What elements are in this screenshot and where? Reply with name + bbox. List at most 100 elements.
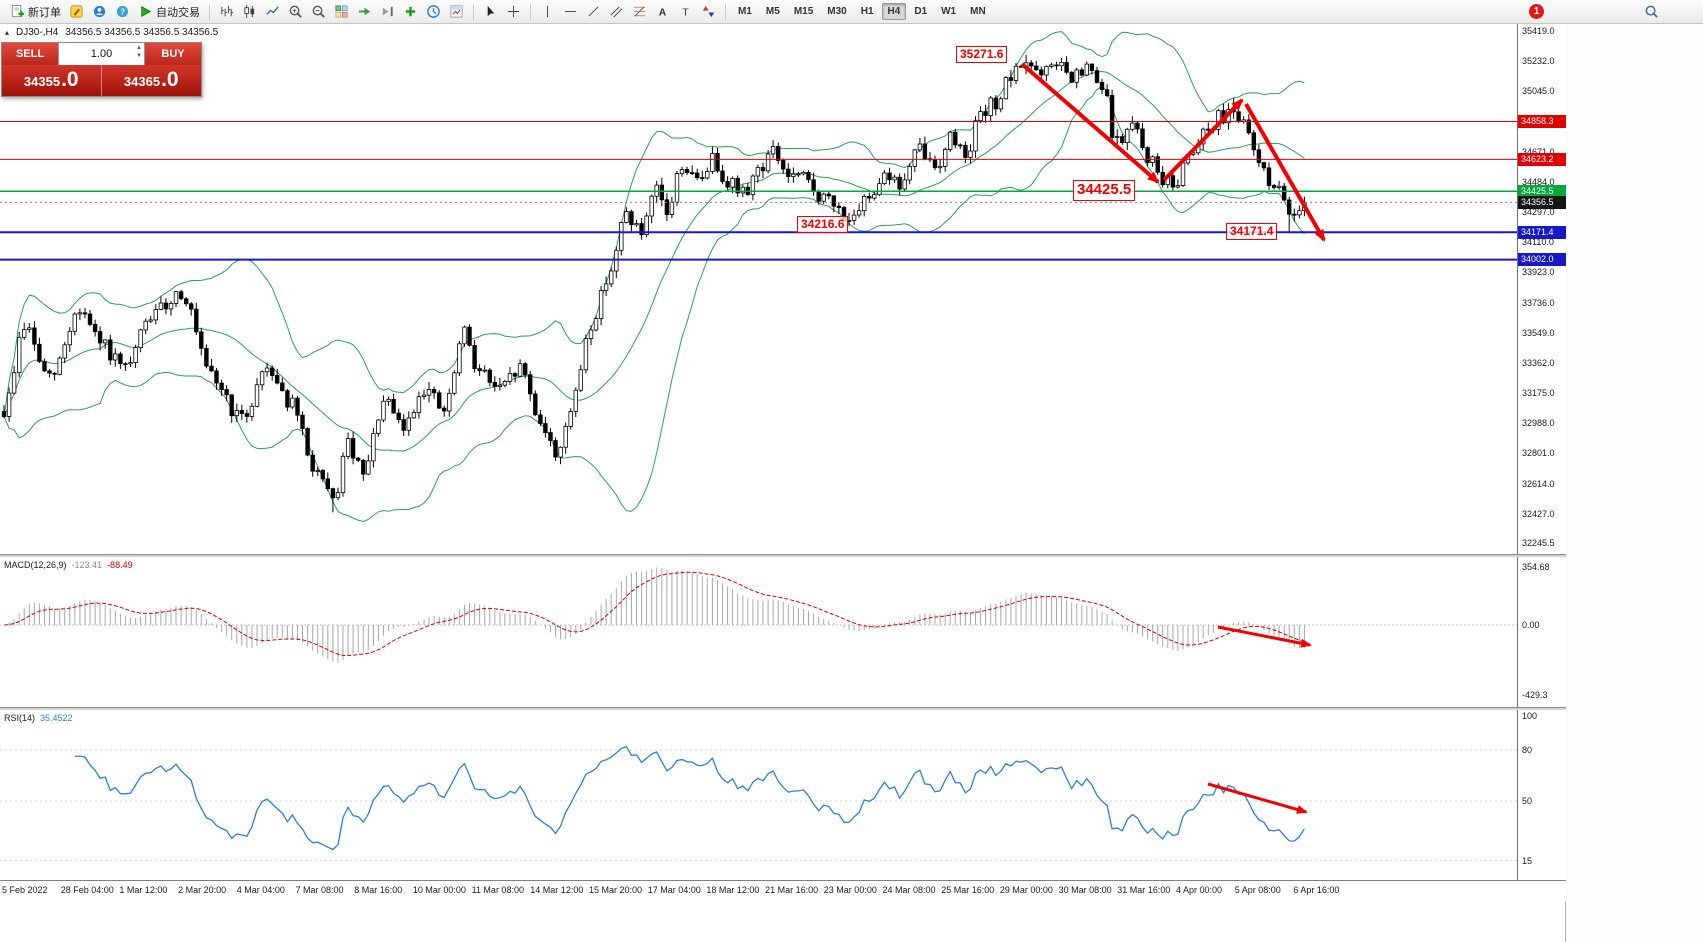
rsi-axis[interactable]: 100 80 50 15: [1517, 710, 1566, 880]
sell-price-main: 34355: [23, 74, 61, 89]
price-annotation-label[interactable]: 34425.5: [1073, 180, 1136, 201]
price-level-badge: 34858.3: [1518, 114, 1566, 128]
label-button[interactable]: T: [674, 2, 697, 22]
crosshair-button[interactable]: [502, 2, 525, 22]
macd-axis[interactable]: 354.68 0.00 -429.3: [1517, 557, 1566, 707]
bar-chart-button[interactable]: [215, 2, 238, 22]
zoom-in-button[interactable]: [284, 2, 307, 22]
time-tick-label: 4 Apr 00:00: [1176, 885, 1223, 895]
search-icon[interactable]: [1640, 2, 1663, 22]
time-tick-label: 31 Mar 16:00: [1117, 885, 1171, 895]
arrows-button[interactable]: [697, 2, 720, 22]
time-tick-label: 1 Mar 12:00: [119, 885, 168, 895]
periods-button[interactable]: [422, 2, 445, 22]
ohlc-values: 34356.5 34356.5 34356.5 34356.5: [65, 27, 219, 38]
community-button[interactable]: [88, 2, 111, 22]
tf-d1[interactable]: D1: [914, 6, 928, 17]
rsi-plot[interactable]: [0, 710, 1517, 880]
zoom-out-button[interactable]: [307, 2, 330, 22]
macd-tick: -429.3: [1522, 689, 1548, 700]
toolbar-right: 1: [1529, 2, 1697, 22]
tf-w1[interactable]: W1: [941, 6, 957, 17]
price-chart-panel[interactable]: 35419.035232.035045.034858.034671.034484…: [0, 24, 1566, 554]
candlestick-chart[interactable]: [0, 24, 1517, 554]
notification-badge[interactable]: 1: [1529, 4, 1544, 19]
time-tick-label: 28 Feb 04:00: [60, 885, 114, 895]
buy-price-main: 34365: [123, 74, 161, 89]
macd-plot[interactable]: [0, 557, 1517, 707]
price-annotation-label[interactable]: 35271.6: [956, 46, 1008, 63]
metaeditor-button[interactable]: [65, 2, 88, 22]
macd-panel[interactable]: 354.68 0.00 -429.3 MACD(12,26,9) -123.41 -…: [0, 557, 1566, 707]
tf-m1[interactable]: M1: [738, 6, 752, 17]
candlestick-chart-button[interactable]: [238, 2, 261, 22]
rsi-tick: 100: [1522, 711, 1538, 721]
price-level-badge: 34425.5: [1518, 184, 1566, 198]
price-chart-plot[interactable]: [0, 24, 1517, 554]
sell-button[interactable]: SELL: [2, 43, 58, 65]
tf-h1[interactable]: H1: [860, 6, 874, 17]
help-button[interactable]: ?: [111, 2, 134, 22]
tile-windows-button[interactable]: [330, 2, 353, 22]
chart-shift-button[interactable]: [376, 2, 399, 22]
rsi-chart[interactable]: [0, 710, 1517, 880]
time-tick-label: 2 Mar 20:00: [178, 885, 227, 895]
time-tick-label: 18 Mar 12:00: [706, 885, 760, 895]
indicators-button[interactable]: [399, 2, 422, 22]
one-click-trading-panel: SELL 1.00 ▲ ▼ BUY 34355 .0 34365 .0: [1, 42, 202, 97]
macd-chart[interactable]: [0, 557, 1517, 707]
buy-price[interactable]: 34365 .0: [102, 65, 202, 96]
symbol-name: DJ30-,H4: [16, 27, 59, 38]
sell-price[interactable]: 34355 .0: [2, 65, 102, 96]
chart-window: 35419.035232.035045.034858.034671.034484…: [0, 24, 1566, 942]
auto-trading-button[interactable]: 自动交易: [134, 2, 204, 22]
horizontal-line-button[interactable]: [559, 2, 582, 22]
templates-button[interactable]: [445, 2, 468, 22]
toolbar-groups: 新订单? 自动交易 A T M1 M5 M15 M30 H1 H4 D1 W1 MN: [6, 2, 993, 22]
svg-text:A: A: [659, 7, 667, 18]
price-tick: 34484.0: [1522, 176, 1555, 187]
lot-decrease-button[interactable]: ▼: [136, 53, 142, 60]
tf-mn[interactable]: MN: [970, 6, 986, 17]
line-chart-button[interactable]: [261, 2, 284, 22]
price-tick: 32245.5: [1522, 538, 1555, 548]
tf-h4[interactable]: H4: [881, 3, 907, 20]
time-tick-label: 23 Mar 00:00: [823, 885, 877, 895]
text-button[interactable]: A: [651, 2, 674, 22]
price-tick: 33175.0: [1522, 388, 1555, 399]
panel-separator[interactable]: [0, 554, 1566, 557]
channel-button[interactable]: [605, 2, 628, 22]
vertical-line-button[interactable]: [536, 2, 559, 22]
price-tick: 33923.0: [1522, 267, 1555, 278]
price-axis[interactable]: 35419.035232.035045.034858.034671.034484…: [1517, 24, 1566, 554]
fibonacci-button[interactable]: [628, 2, 651, 22]
time-axis[interactable]: 5 Feb 2022 28 Feb 04:00 1 Mar 12:00 2 Mar 2…: [0, 880, 1566, 902]
toolbar-separator: [530, 3, 531, 20]
rsi-label: RSI(14) 35.4522: [4, 713, 73, 723]
tf-m30[interactable]: M30: [827, 6, 847, 17]
lot-increase-button[interactable]: ▲: [136, 45, 142, 51]
cursor-button[interactable]: [479, 2, 502, 22]
time-tick-label: 29 Mar 00:00: [999, 885, 1053, 895]
trendline-button[interactable]: [582, 2, 605, 22]
lot-size-field[interactable]: 1.00 ▲ ▼: [58, 43, 145, 65]
panel-separator[interactable]: [0, 707, 1566, 710]
tf-m5[interactable]: M5: [765, 6, 780, 17]
rsi-panel[interactable]: 100 80 50 15 RSI(14) 35.4522: [0, 710, 1566, 880]
macd-tick: 354.68: [1522, 562, 1550, 573]
svg-text:?: ?: [120, 7, 125, 16]
price-level-badge: 34623.2: [1518, 152, 1566, 166]
time-tick-label: 8 Mar 16:00: [354, 885, 403, 895]
tf-m15[interactable]: M15: [793, 6, 814, 17]
price-level-badge: 34002.0: [1518, 253, 1566, 267]
rsi-tick: 15: [1522, 855, 1533, 866]
buy-button[interactable]: BUY: [145, 43, 201, 65]
price-annotation-label[interactable]: 34216.6: [797, 216, 849, 233]
one-click-toggle-icon[interactable]: ▴: [5, 28, 10, 37]
price-tick: 33362.0: [1522, 357, 1555, 368]
auto-scroll-button[interactable]: [353, 2, 376, 22]
chart-symbol-label: ▴ DJ30-,H4 34356.5 34356.5 34356.5 34356…: [5, 27, 218, 38]
price-annotation-label[interactable]: 34171.4: [1226, 223, 1278, 240]
new-order-button[interactable]: 新订单: [6, 2, 65, 22]
time-tick-label: 11 Mar 08:00: [471, 885, 524, 895]
